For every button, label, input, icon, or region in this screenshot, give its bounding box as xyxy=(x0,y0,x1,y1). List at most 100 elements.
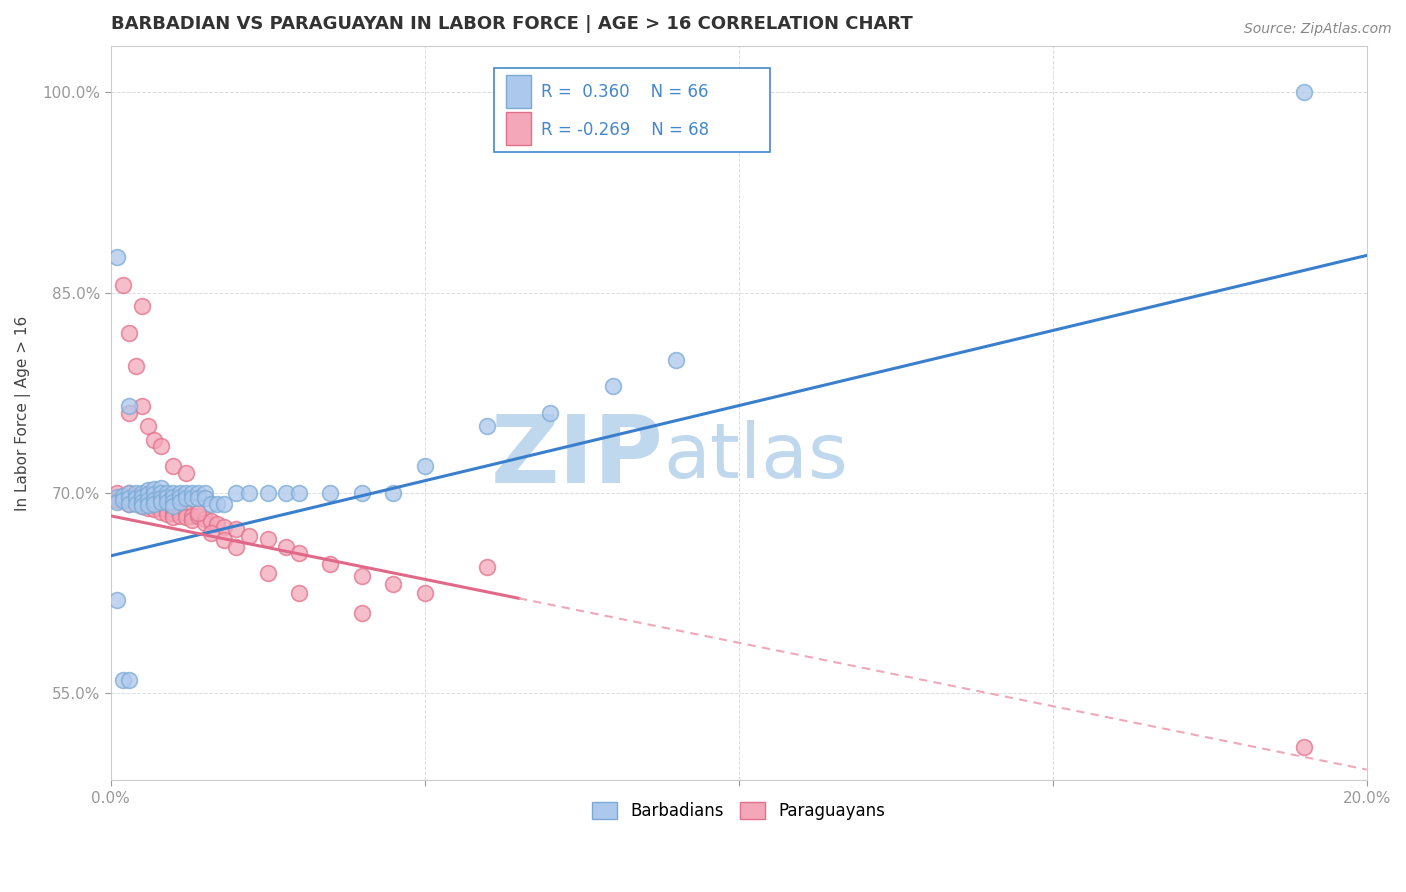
Point xyxy=(162,500,184,514)
Point xyxy=(136,498,159,512)
Point xyxy=(156,500,179,514)
Point xyxy=(181,491,204,506)
Point xyxy=(136,492,159,507)
Point xyxy=(212,497,235,511)
Point xyxy=(143,482,166,496)
Point xyxy=(105,490,128,504)
Point xyxy=(288,486,311,500)
Point xyxy=(665,352,688,367)
Point xyxy=(194,511,217,525)
Point xyxy=(181,486,204,500)
Point xyxy=(194,491,217,506)
Point xyxy=(200,526,222,541)
Point xyxy=(131,500,153,514)
Point xyxy=(105,486,128,500)
Text: ZIP: ZIP xyxy=(491,411,664,503)
Point xyxy=(118,486,141,500)
Point xyxy=(225,540,247,554)
Point xyxy=(118,406,141,420)
Point xyxy=(207,497,229,511)
Point xyxy=(200,514,222,528)
Text: R = -0.269    N = 68: R = -0.269 N = 68 xyxy=(541,121,710,139)
Point xyxy=(112,489,135,503)
Point xyxy=(350,569,373,583)
FancyBboxPatch shape xyxy=(506,75,531,108)
Point xyxy=(200,497,222,511)
Point xyxy=(162,490,184,504)
Point xyxy=(143,502,166,516)
Point xyxy=(413,459,436,474)
Point xyxy=(162,502,184,516)
Point xyxy=(131,495,153,509)
Point xyxy=(181,513,204,527)
Point xyxy=(131,489,153,503)
Point xyxy=(131,399,153,413)
Point xyxy=(169,486,191,500)
Point xyxy=(256,486,278,500)
Point xyxy=(238,529,260,543)
Point xyxy=(350,607,373,621)
Point xyxy=(136,419,159,434)
Point xyxy=(149,481,172,495)
Point xyxy=(413,586,436,600)
Point xyxy=(149,439,172,453)
Point xyxy=(212,533,235,547)
Point xyxy=(162,486,184,500)
Point xyxy=(174,466,197,480)
Point xyxy=(143,498,166,512)
Point xyxy=(143,494,166,508)
Point xyxy=(288,586,311,600)
Point xyxy=(1292,739,1315,754)
Point xyxy=(181,508,204,523)
Text: Source: ZipAtlas.com: Source: ZipAtlas.com xyxy=(1244,22,1392,37)
Point xyxy=(143,497,166,511)
Point xyxy=(156,495,179,509)
Legend: Barbadians, Paraguayans: Barbadians, Paraguayans xyxy=(585,796,893,827)
Point xyxy=(194,486,217,500)
Point xyxy=(118,673,141,687)
Point xyxy=(187,508,209,523)
Point xyxy=(118,497,141,511)
Point xyxy=(156,486,179,500)
Point xyxy=(276,540,298,554)
Point xyxy=(118,399,141,413)
Point xyxy=(149,500,172,515)
Point xyxy=(187,491,209,506)
Point xyxy=(131,490,153,504)
Point xyxy=(149,497,172,511)
Point xyxy=(174,510,197,524)
Point xyxy=(149,505,172,519)
Point xyxy=(169,490,191,504)
Point xyxy=(136,495,159,509)
Point xyxy=(207,516,229,531)
Point xyxy=(112,489,135,503)
Point xyxy=(131,299,153,313)
Point xyxy=(187,506,209,520)
Point xyxy=(382,577,405,591)
Point xyxy=(194,516,217,530)
Point xyxy=(105,495,128,509)
Point xyxy=(112,492,135,507)
Point xyxy=(149,486,172,500)
Point xyxy=(477,559,499,574)
Point xyxy=(319,486,342,500)
Point xyxy=(174,491,197,506)
Y-axis label: In Labor Force | Age > 16: In Labor Force | Age > 16 xyxy=(15,316,31,510)
Point xyxy=(187,486,209,500)
Point xyxy=(350,486,373,500)
Point xyxy=(162,459,184,474)
Point xyxy=(143,433,166,447)
Point xyxy=(124,491,146,506)
Point xyxy=(143,487,166,501)
Point xyxy=(118,486,141,500)
Point xyxy=(105,250,128,264)
Point xyxy=(477,419,499,434)
Point xyxy=(136,491,159,506)
Point xyxy=(124,486,146,500)
Point xyxy=(143,492,166,507)
Point xyxy=(162,495,184,509)
Point xyxy=(131,494,153,508)
Point xyxy=(319,557,342,571)
Point xyxy=(112,277,135,292)
Point xyxy=(602,379,624,393)
